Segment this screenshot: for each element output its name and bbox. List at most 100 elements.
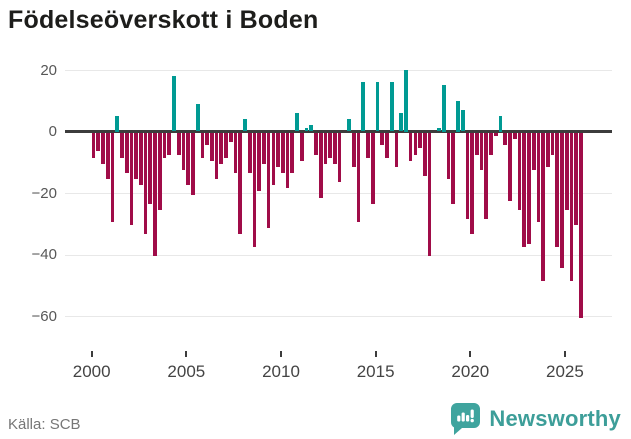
negative-bar xyxy=(465,133,470,220)
source-label: Källa: SCB xyxy=(8,416,81,433)
negative-bar xyxy=(205,133,209,146)
positive-bar xyxy=(243,119,247,132)
positive-bar xyxy=(375,82,380,132)
negative-bar xyxy=(281,133,285,173)
x-axis-label: 2000 xyxy=(72,362,111,381)
positive-bar xyxy=(498,116,503,132)
negative-bar xyxy=(129,133,134,226)
negative-bar xyxy=(162,133,167,158)
negative-bar xyxy=(564,133,569,210)
negative-bar xyxy=(228,133,233,143)
negative-bar xyxy=(536,133,541,223)
negative-bar xyxy=(475,133,479,155)
negative-bar xyxy=(105,133,110,180)
negative-bar xyxy=(257,133,262,192)
negative-bar xyxy=(366,133,370,158)
positive-bar xyxy=(295,113,299,132)
x-axis-label: 2010 xyxy=(262,362,300,381)
negative-bar xyxy=(214,133,219,180)
negative-bar xyxy=(285,133,290,189)
gridline xyxy=(65,70,612,71)
negative-bar xyxy=(422,133,427,177)
positive-bar xyxy=(309,125,314,132)
negative-bar xyxy=(181,133,186,170)
y-axis-label: −40 xyxy=(31,246,57,263)
negative-bar xyxy=(110,133,115,223)
negative-bar xyxy=(418,133,422,149)
positive-bar xyxy=(456,100,460,132)
negative-bar xyxy=(318,133,323,198)
negative-bar xyxy=(522,133,527,247)
negative-bar xyxy=(299,133,304,161)
negative-bar xyxy=(238,133,243,235)
negative-bar xyxy=(560,133,564,269)
negative-bar xyxy=(148,133,153,204)
x-axis-label: 2005 xyxy=(167,362,206,381)
x-axis-label: 2015 xyxy=(356,362,395,381)
negative-bar xyxy=(508,133,512,201)
positive-bar xyxy=(172,76,176,132)
negative-bar xyxy=(337,133,342,183)
negative-bar xyxy=(333,133,337,164)
negative-bar xyxy=(546,133,550,167)
negative-bar xyxy=(489,133,493,155)
negative-bar xyxy=(446,133,451,180)
negative-bar xyxy=(153,133,157,256)
x-axis-tick xyxy=(185,351,188,357)
negative-bar xyxy=(323,133,328,164)
negative-bar xyxy=(134,133,138,180)
negative-bar xyxy=(247,133,252,173)
negative-bar xyxy=(101,133,105,164)
negative-bar xyxy=(574,133,579,226)
negative-bar xyxy=(252,133,257,247)
negative-bar xyxy=(569,133,574,281)
positive-bar xyxy=(304,128,309,132)
negative-bar xyxy=(493,133,498,137)
negative-bar xyxy=(200,133,205,158)
negative-bar xyxy=(290,133,295,173)
positive-bar xyxy=(195,103,200,132)
negative-bar xyxy=(380,133,385,146)
negative-bar xyxy=(413,133,418,155)
negative-bar xyxy=(328,133,332,158)
plot-area xyxy=(65,60,612,357)
x-axis-tick xyxy=(280,351,282,357)
negative-bar xyxy=(91,133,96,158)
negative-bar xyxy=(139,133,143,186)
negative-bar xyxy=(233,133,238,173)
negative-bar xyxy=(479,133,484,170)
negative-bar xyxy=(408,133,413,161)
negative-bar xyxy=(451,133,456,204)
negative-bar xyxy=(484,133,489,220)
x-axis-tick xyxy=(469,351,472,357)
negative-bar xyxy=(512,133,517,140)
negative-bar xyxy=(527,133,531,244)
x-axis-tick xyxy=(374,351,377,357)
chart-title: Födelseöverskott i Boden xyxy=(8,6,319,34)
positive-bar xyxy=(460,109,465,132)
negative-bar xyxy=(96,133,101,152)
y-axis-label: 20 xyxy=(40,61,57,79)
positive-bar xyxy=(399,113,403,132)
negative-bar xyxy=(427,133,432,256)
negative-bar xyxy=(219,133,224,164)
negative-bar xyxy=(210,133,214,161)
negative-bar xyxy=(266,133,271,229)
brand-logo: Newsworthy xyxy=(450,402,621,435)
negative-bar xyxy=(176,133,181,155)
negative-bar xyxy=(120,133,124,158)
negative-bar xyxy=(157,133,162,210)
x-axis-label: 2020 xyxy=(451,362,490,381)
negative-bar xyxy=(503,133,508,146)
negative-bar xyxy=(167,133,172,155)
negative-bar xyxy=(262,133,266,164)
gridline xyxy=(65,316,612,317)
negative-bar xyxy=(276,133,280,167)
positive-bar xyxy=(437,128,441,132)
negative-bar xyxy=(314,133,318,155)
negative-bar xyxy=(370,133,375,204)
negative-bar xyxy=(517,133,522,210)
negative-bar xyxy=(271,133,276,186)
positive-bar xyxy=(115,116,120,132)
negative-bar xyxy=(186,133,191,186)
